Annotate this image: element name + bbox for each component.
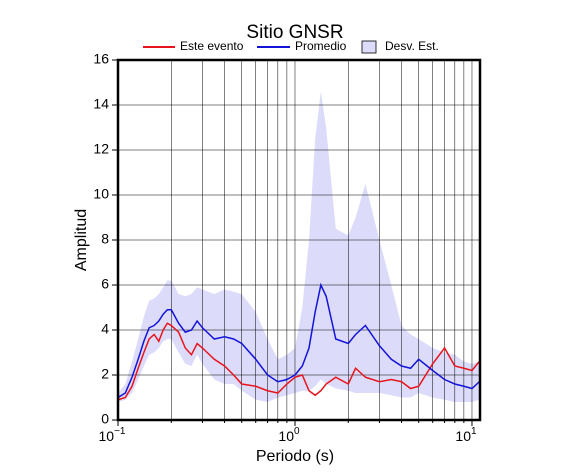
chart-title: Sitio GNSR [246, 22, 343, 43]
legend-label: Desv. Est. [385, 39, 439, 53]
y-tick-label: 10 [93, 186, 109, 202]
x-tick-label: 101 [455, 426, 477, 444]
y-tick-label: 6 [101, 276, 109, 292]
x-tick-base: 10 [99, 428, 115, 444]
legend-label: Este evento [180, 39, 244, 53]
x-tick-label: 10−1 [99, 426, 126, 444]
x-tick-label: 100 [278, 426, 300, 444]
x-tick-exponent: 0 [294, 426, 300, 437]
series-line [117, 322, 480, 401]
std-band [118, 91, 480, 402]
y-tick-label: 14 [93, 96, 109, 112]
y-axis-label: Amplitud [73, 209, 90, 271]
x-tick-exponent: −1 [114, 426, 126, 437]
y-tick-label: 0 [101, 411, 109, 427]
y-tick-label: 2 [101, 366, 109, 382]
x-tick-exponent: 1 [471, 426, 477, 437]
x-tick-base: 10 [278, 428, 294, 444]
x-tick-base: 10 [455, 428, 471, 444]
legend-label: Promedio [295, 39, 347, 53]
series-line [117, 282, 480, 399]
y-tick-label: 16 [93, 51, 109, 67]
legend-swatch [361, 40, 377, 54]
x-axis-label: Periodo (s) [256, 448, 334, 465]
y-tick-label: 4 [101, 321, 109, 337]
y-tick-label: 8 [101, 231, 109, 247]
y-tick-label: 12 [93, 141, 109, 157]
